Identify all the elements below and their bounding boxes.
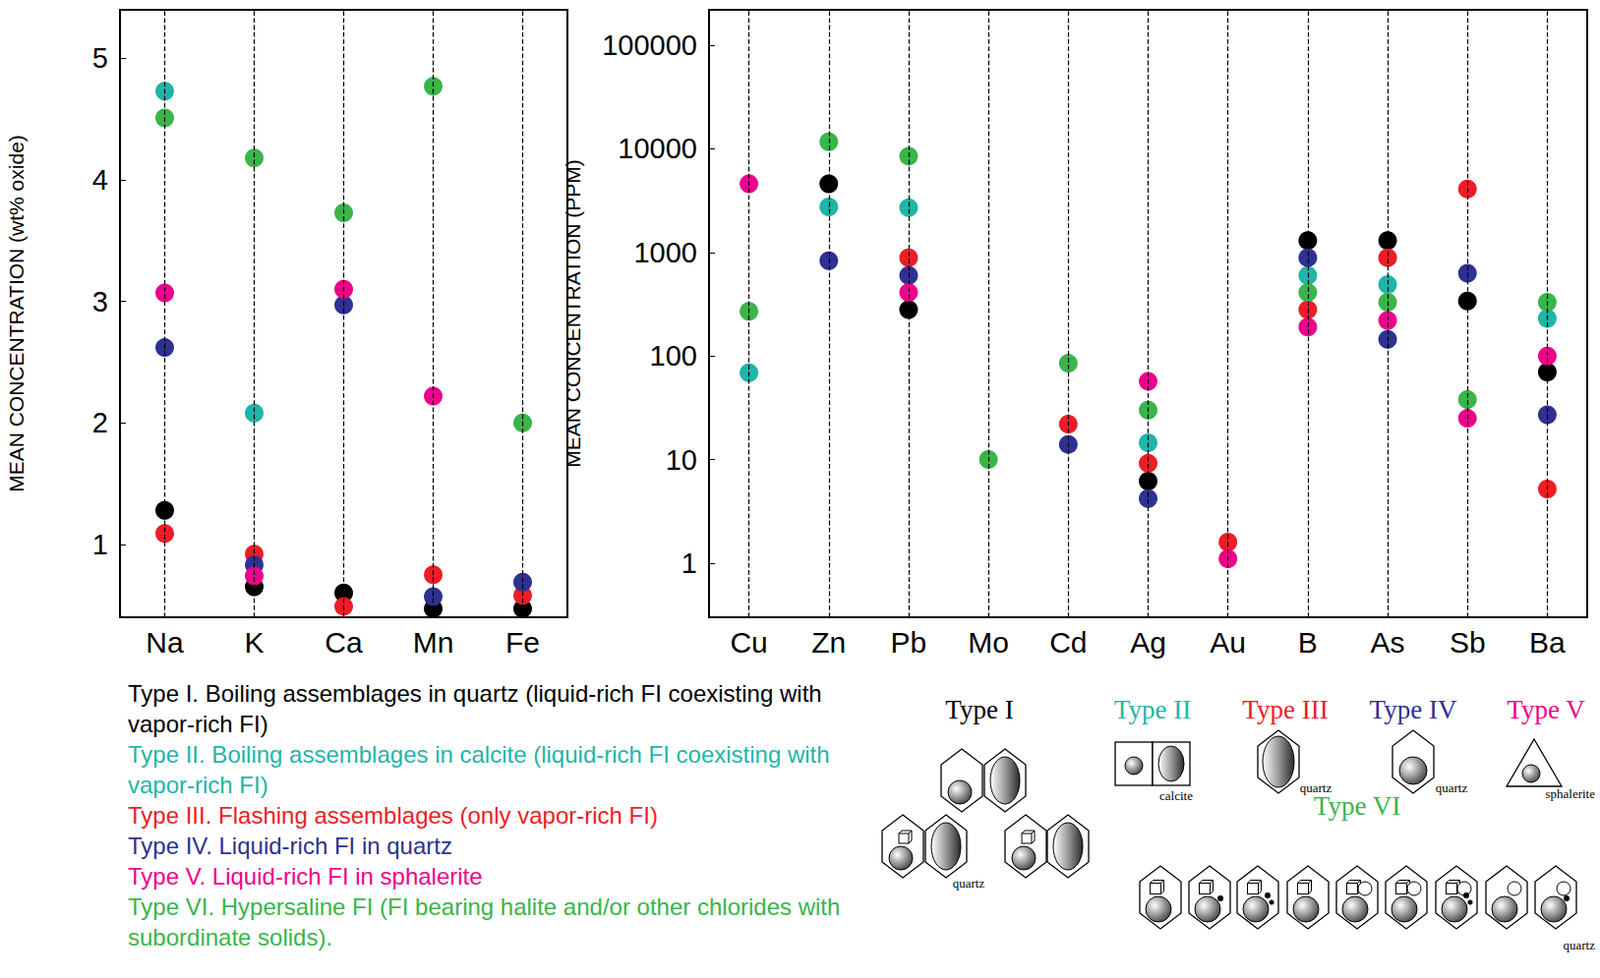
svg-text:3: 3 <box>92 286 109 318</box>
svg-text:Type VI: Type VI <box>1313 791 1401 822</box>
svg-text:Zn: Zn <box>811 626 846 659</box>
svg-text:1: 1 <box>92 529 109 561</box>
html-text:Type III. Flashing assemblages: Type III. Flashing assemblages (only vap… <box>127 802 658 830</box>
svg-text:MEAN CONCENTRATION (PPM): MEAN CONCENTRATION (PPM) <box>561 159 585 468</box>
svg-text:As: As <box>1370 626 1406 659</box>
svg-text:Na: Na <box>145 626 184 659</box>
svg-text:quartz: quartz <box>952 876 986 891</box>
svg-text:100: 100 <box>650 340 698 372</box>
svg-text:K: K <box>243 626 264 659</box>
html-text:Type VI. Hypersaline FI (FI be: Type VI. Hypersaline FI (FI bearing hali… <box>127 893 841 951</box>
svg-text:Mo: Mo <box>967 626 1009 659</box>
svg-text:Pb: Pb <box>890 626 928 659</box>
svg-text:100000: 100000 <box>601 29 698 61</box>
svg-text:quartz: quartz <box>1300 780 1333 796</box>
svg-text:2: 2 <box>92 407 109 439</box>
svg-text:Mn: Mn <box>413 626 455 659</box>
html-text:Type I. Boiling assemblages in: Type I. Boiling assemblages in quartz (l… <box>127 680 822 738</box>
svg-text:Cd: Cd <box>1049 626 1087 659</box>
svg-text:sphalerite: sphalerite <box>1544 786 1596 802</box>
svg-text:10: 10 <box>665 444 698 476</box>
svg-text:10000: 10000 <box>617 132 698 165</box>
svg-text:Cu: Cu <box>729 626 768 659</box>
svg-text:1: 1 <box>681 547 698 580</box>
svg-text:MEAN CONCENTRATION (wt% oxide): MEAN CONCENTRATION (wt% oxide) <box>4 134 28 493</box>
svg-text:Fe: Fe <box>505 626 540 659</box>
svg-text:Type III: Type III <box>1242 695 1328 725</box>
svg-text:Type V: Type V <box>1506 695 1586 725</box>
svg-text:Ag: Ag <box>1129 626 1167 659</box>
svg-text:Ba: Ba <box>1529 626 1566 659</box>
html-text:Type V. Liquid-rich FI in spha: Type V. Liquid-rich FI in sphalerite <box>127 863 483 890</box>
svg-text:quartz: quartz <box>1563 938 1597 953</box>
html-text:Type IV. Liquid-rich FI in qua: Type IV. Liquid-rich FI in quartz <box>127 832 453 860</box>
html-text:Type II. Boiling assemblages i: Type II. Boiling assemblages in calcite … <box>127 741 830 799</box>
svg-text:4: 4 <box>92 164 109 196</box>
svg-text:Ca: Ca <box>324 626 363 659</box>
svg-text:Au: Au <box>1209 626 1246 659</box>
svg-text:Sb: Sb <box>1449 626 1486 659</box>
svg-text:Type II: Type II <box>1114 695 1191 725</box>
svg-text:Type IV: Type IV <box>1369 695 1458 725</box>
svg-text:Type I: Type I <box>945 695 1013 725</box>
svg-text:quartz: quartz <box>1435 780 1469 796</box>
svg-text:calcite: calcite <box>1159 788 1193 804</box>
svg-text:5: 5 <box>92 42 109 74</box>
svg-text:B: B <box>1298 626 1318 659</box>
svg-text:1000: 1000 <box>633 237 698 269</box>
